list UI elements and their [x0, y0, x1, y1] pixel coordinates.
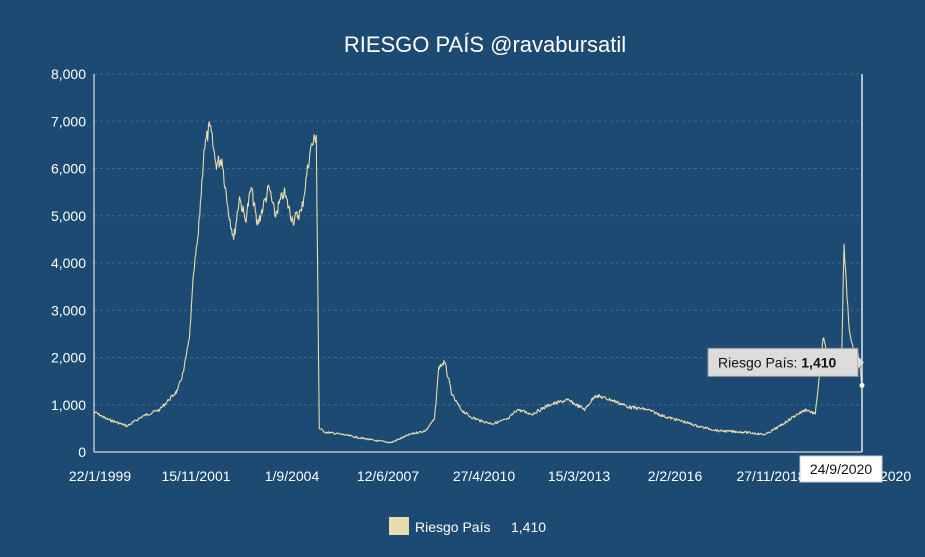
y-tick-label: 5,000 [51, 208, 86, 224]
tooltip-label: Riesgo País: 1,410 [718, 354, 837, 370]
tooltip-value: 1,410 [801, 354, 836, 370]
x-tick-label: 15/11/2001 [161, 468, 230, 484]
tooltip-box [707, 347, 859, 377]
x-tick-label: 15/3/2013 [548, 468, 610, 484]
y-tick-label: 2,000 [51, 350, 86, 366]
legend-value: 1,410 [511, 519, 546, 535]
x-tick-label: 1/9/2004 [265, 468, 320, 484]
x-tick-label: 2/2/2016 [648, 468, 703, 484]
legend-series-name: Riesgo País [415, 519, 490, 535]
crosshair-point [859, 382, 865, 388]
y-tick-label: 6,000 [51, 161, 86, 177]
axes [93, 74, 862, 453]
crosshair-date-box [799, 455, 883, 483]
series-layer [93, 121, 863, 444]
x-axis-tick-labels: 22/1/1999 15/11/2001 1/9/2004 12/6/2007 27/4… [69, 468, 911, 484]
crosshair-date-label: 24/9/2020 [810, 461, 872, 477]
crosshair: 24/9/2020 Riesgo País: 1,410 [707, 74, 883, 483]
x-tick-label: 27/4/2010 [453, 468, 515, 484]
chart-title: RIESGO PAÍS @ravabursatil [344, 32, 626, 57]
x-tick-label: 12/6/2007 [357, 468, 419, 484]
y-tick-label: 3,000 [51, 302, 86, 318]
grid-lines [94, 73, 862, 406]
y-axis-tick-labels: 0 1,000 2,000 3,000 4,000 5,000 6,000 7,000 8,00… [51, 66, 86, 460]
legend-swatch [389, 517, 409, 535]
y-tick-label: 7,000 [51, 113, 86, 129]
y-tick-label: 8,000 [51, 66, 86, 82]
y-tick-label: 1,000 [51, 397, 86, 413]
y-tick-label: 4,000 [51, 255, 86, 271]
x-tick-label: 22/1/1999 [69, 468, 131, 484]
y-tick-label: 0 [78, 444, 86, 460]
tooltip-pointer [858, 356, 864, 369]
series-line-riesgo-pais [93, 121, 863, 444]
x-tick-label: 27/11/2018 [736, 468, 805, 484]
legend[interactable]: Riesgo País 1,410 [389, 517, 546, 535]
